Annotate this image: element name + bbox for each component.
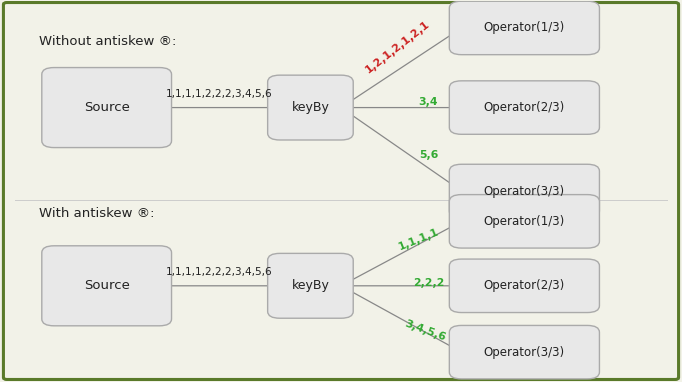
Text: 3,4: 3,4 bbox=[419, 97, 439, 107]
Text: 3,4,5,6: 3,4,5,6 bbox=[403, 318, 447, 342]
Text: 2,2,2: 2,2,2 bbox=[413, 278, 444, 288]
Text: Operator(3/3): Operator(3/3) bbox=[484, 346, 565, 359]
Text: Without antiskew ®:: Without antiskew ®: bbox=[39, 35, 176, 48]
FancyBboxPatch shape bbox=[267, 253, 353, 318]
Text: keyBy: keyBy bbox=[291, 279, 329, 292]
FancyBboxPatch shape bbox=[267, 75, 353, 140]
FancyBboxPatch shape bbox=[449, 81, 599, 134]
FancyBboxPatch shape bbox=[449, 325, 599, 379]
FancyBboxPatch shape bbox=[449, 1, 599, 55]
Text: Source: Source bbox=[84, 279, 130, 292]
Text: 1,1,1,1,2,2,2,3,4,5,6: 1,1,1,1,2,2,2,3,4,5,6 bbox=[166, 89, 273, 99]
Text: Operator(3/3): Operator(3/3) bbox=[484, 185, 565, 197]
Text: Source: Source bbox=[84, 101, 130, 114]
Text: 5,6: 5,6 bbox=[419, 150, 438, 160]
Text: Operator(2/3): Operator(2/3) bbox=[484, 101, 565, 114]
FancyBboxPatch shape bbox=[3, 3, 679, 379]
Text: 1,1,1,1: 1,1,1,1 bbox=[396, 227, 440, 252]
Text: 1,1,1,1,2,2,2,3,4,5,6: 1,1,1,1,2,2,2,3,4,5,6 bbox=[166, 267, 273, 277]
FancyBboxPatch shape bbox=[42, 68, 172, 147]
Text: 1,2,1,2,1,2,1: 1,2,1,2,1,2,1 bbox=[364, 19, 432, 75]
Text: With antiskew ®:: With antiskew ®: bbox=[39, 207, 154, 220]
FancyBboxPatch shape bbox=[42, 246, 172, 326]
FancyBboxPatch shape bbox=[449, 259, 599, 312]
FancyBboxPatch shape bbox=[449, 194, 599, 248]
FancyBboxPatch shape bbox=[449, 164, 599, 218]
Text: Operator(1/3): Operator(1/3) bbox=[484, 21, 565, 34]
Text: Operator(2/3): Operator(2/3) bbox=[484, 279, 565, 292]
Text: Operator(1/3): Operator(1/3) bbox=[484, 215, 565, 228]
Text: keyBy: keyBy bbox=[291, 101, 329, 114]
